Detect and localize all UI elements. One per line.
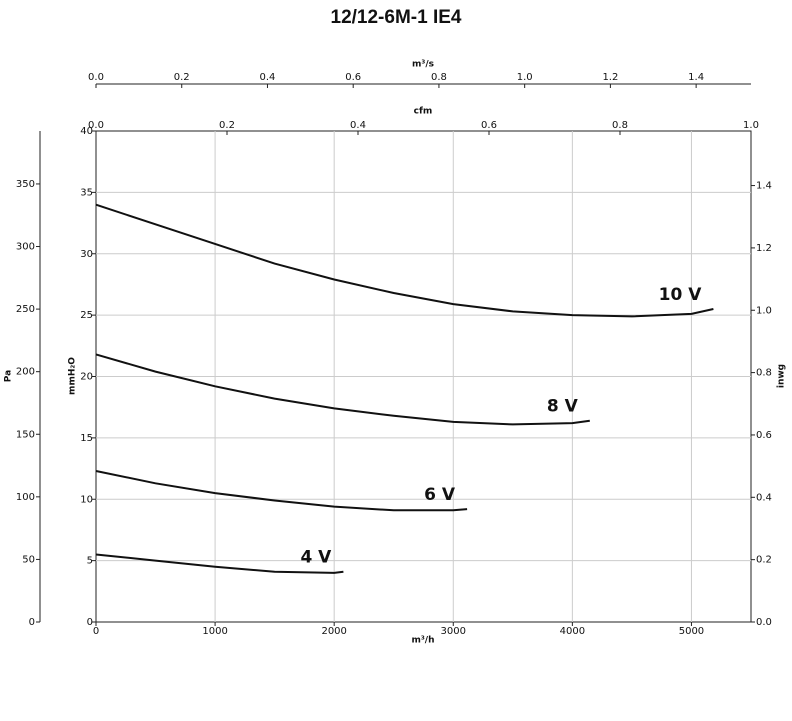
m3s-tick-label: 1.4 — [688, 72, 704, 83]
pa-tick-label: 150 — [16, 429, 35, 440]
y-tick-label: 35 — [80, 187, 93, 198]
inwg-axis-label: inwg — [777, 364, 787, 388]
x-tick-label: 4000 — [560, 626, 585, 637]
y-tick-label: 25 — [80, 310, 93, 321]
cfm-tick-label: 0.6 — [481, 120, 497, 131]
cfm-tick-label: 0.4 — [350, 120, 366, 131]
x-tick-label: 5000 — [679, 626, 704, 637]
x-tick-label: 2000 — [321, 626, 346, 637]
x-axis-label: m³/h — [411, 636, 434, 646]
cfm-tick-label: 0.0 — [88, 120, 104, 131]
x-tick-label: 1000 — [202, 626, 227, 637]
m3s-tick-label: 0.0 — [88, 72, 104, 83]
inwg-tick-label: 1.2 — [756, 243, 772, 254]
pa-tick-label: 100 — [16, 492, 35, 503]
m3s-tick-label: 0.4 — [260, 72, 276, 83]
y-tick-label: 15 — [80, 433, 93, 444]
inwg-tick-label: 0.0 — [756, 617, 772, 628]
pa-tick-label: 0 — [29, 617, 35, 628]
y-tick-label: 40 — [80, 126, 93, 137]
curve — [95, 353, 590, 426]
y-axis-label: mmH₂O — [68, 357, 78, 395]
inwg-tick-label: 1.0 — [756, 305, 772, 316]
y-tick-label: 0 — [87, 617, 93, 628]
x-tick-label: 0 — [93, 626, 99, 637]
inwg-tick-label: 0.8 — [756, 368, 772, 379]
curve — [95, 553, 344, 574]
cfm-tick-label: 0.8 — [612, 120, 628, 131]
curve-label: 10 V — [659, 285, 703, 305]
chart-title: 12/12-6M-1 IE4 — [331, 7, 462, 28]
m3s-tick-label: 0.6 — [345, 72, 361, 83]
curve-label: 6 V — [424, 485, 456, 505]
inwg-tick-label: 0.4 — [756, 492, 772, 503]
cfm-axis-label: cfm — [414, 107, 433, 117]
curve-label: 8 V — [547, 397, 579, 417]
m3s-tick-label: 0.8 — [431, 72, 447, 83]
x-tick-label: 3000 — [441, 626, 466, 637]
y-tick-label: 30 — [80, 249, 93, 260]
cfm-tick-label: 0.2 — [219, 120, 235, 131]
m3s-axis-label: m³/s — [412, 60, 434, 70]
pa-tick-label: 300 — [16, 242, 35, 253]
inwg-tick-label: 1.4 — [756, 181, 772, 192]
inwg-tick-label: 0.6 — [756, 430, 772, 441]
curve-label: 4 V — [300, 548, 332, 568]
pa-tick-label: 50 — [22, 554, 35, 565]
pa-tick-label: 350 — [16, 179, 35, 190]
m3s-tick-label: 0.2 — [174, 72, 190, 83]
y-tick-label: 20 — [80, 372, 93, 383]
cfm-tick-label: 1.0 — [743, 120, 759, 131]
inwg-tick-label: 0.2 — [756, 555, 772, 566]
m3s-tick-label: 1.0 — [517, 72, 533, 83]
pa-tick-label: 200 — [16, 367, 35, 378]
y-tick-label: 10 — [80, 494, 93, 505]
curve — [95, 470, 468, 512]
pa-tick-label: 250 — [16, 304, 35, 315]
y-tick-label: 5 — [87, 556, 93, 567]
curve — [95, 203, 714, 318]
m3s-tick-label: 1.2 — [602, 72, 618, 83]
pa-axis-label: Pa — [4, 370, 14, 382]
